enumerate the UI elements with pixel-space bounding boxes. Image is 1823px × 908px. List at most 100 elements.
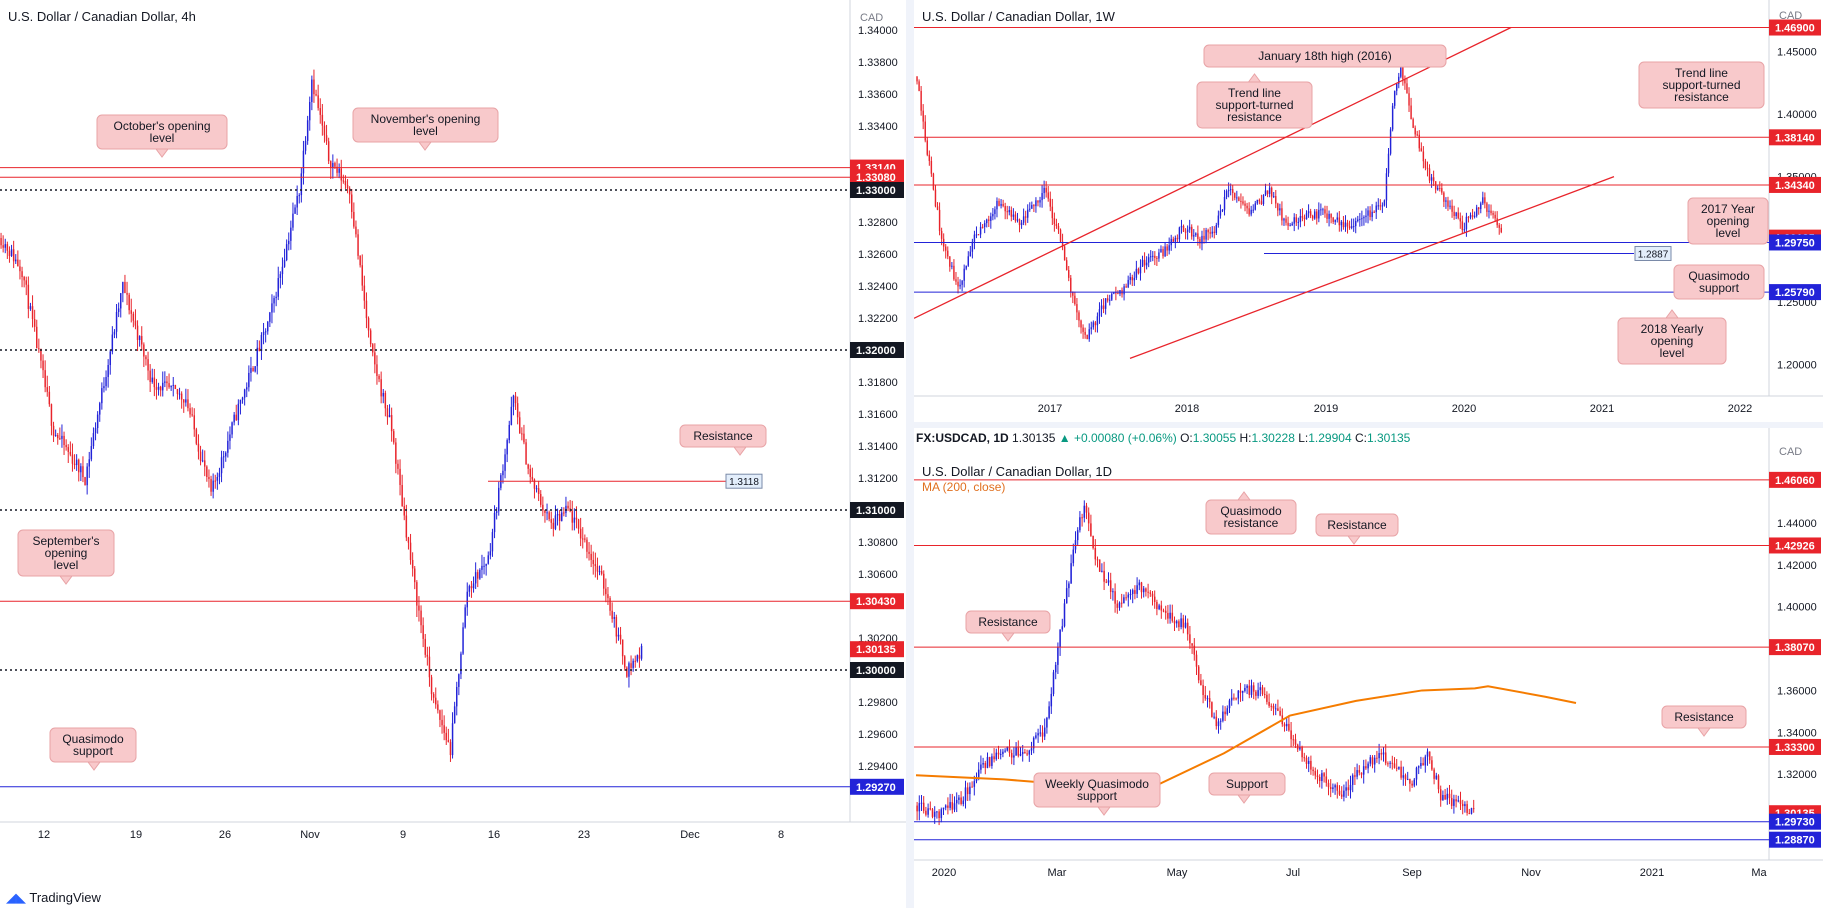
candle-body [1106,298,1109,301]
level-tag-box [725,473,763,489]
candle-body [1137,268,1140,274]
candle-body [1357,219,1359,222]
candle-body [1258,199,1261,202]
candle-body [193,415,195,430]
price-tick-label: 1.42000 [1777,560,1817,572]
annotation-text: Resistance [693,429,753,443]
chart-panel-1w[interactable]: CAD1.200001.250001.350001.400001.4500020… [914,0,1823,422]
candle-body [1301,747,1303,758]
candle-body [40,348,42,361]
candle-body [1314,771,1317,776]
candle-body [949,802,951,808]
ohlc-legend: FX:USDCAD, 1D 1.30135 ▲ +0.00080 (+0.06%… [916,431,1410,445]
candle-body [336,166,338,173]
candle-body [1057,647,1059,665]
price-tag-label: 1.28870 [1775,835,1815,847]
candle-body [1081,517,1083,519]
candle-body [164,381,166,383]
candle-body [1047,192,1049,199]
candle-body [1202,685,1204,696]
candle-body [485,563,487,566]
candle-body [1141,259,1144,267]
candle-body [208,476,210,480]
candle-body [1048,706,1050,718]
annotation-pointer [87,761,101,771]
candle-body [481,565,483,570]
candle-body [36,326,38,349]
candle-body [1488,210,1490,212]
candle-body [628,663,630,677]
candle-body [934,189,937,207]
candle-body [17,259,19,267]
candle-body [1152,255,1154,257]
candle-body [1029,208,1031,210]
price-tag-label: 1.32000 [856,345,896,357]
price-tag-box [1769,471,1821,488]
candle-body [1063,603,1066,627]
candle-body [1272,705,1275,709]
candle-body [1416,134,1418,136]
candle-body [1227,190,1230,192]
candle-body [1441,188,1443,193]
candle-body [1371,757,1374,765]
panel-divider[interactable] [906,0,914,908]
candle-body [1129,277,1131,280]
candle-body [1257,690,1259,696]
level-tag-box [1634,245,1672,261]
candle-body [1248,208,1250,215]
candle-body [315,94,317,96]
chart-panel-4h[interactable]: CAD 1.29400 1.29600 1.29800 1.30200 1.30600 1.… [0,0,906,882]
candle-body [1239,690,1242,693]
chart-panel-1d[interactable]: CAD 1.32000 1.34000 1.36000 1.40000 1.42000 1.… [914,428,1823,882]
brand-text: TradingView [29,890,101,905]
chart-4h-canvas[interactable]: CAD1.294001.296001.298001.302001.306001.… [0,0,906,882]
chart-1d-canvas[interactable]: CAD 1.32000 1.34000 1.36000 1.40000 1.42000 1.… [914,428,1823,882]
candle-body [506,440,508,455]
candle-body [44,370,46,388]
time-tick-label: 2020 [932,867,956,879]
candle-body [1498,225,1500,228]
candle-body [1061,241,1064,247]
price-tag-box [1769,234,1821,251]
candle-body [1382,752,1385,755]
candle-body [998,200,1000,206]
annotation-text: January 18th high (2016) [1258,49,1391,63]
price-tag-label: 1.46060 [1775,475,1815,487]
candle-body [951,265,953,267]
candle-body [445,732,447,741]
candle-body [548,512,550,520]
candle-body [1086,334,1088,340]
candle-body [1113,292,1115,294]
candle-body [1162,249,1164,257]
candle-body [1228,700,1231,709]
candle-body [279,274,282,279]
candle-body [1484,197,1486,204]
candle-body [1325,776,1328,783]
candle-body [1406,778,1409,780]
candle-body [84,477,86,486]
candle-body [1463,229,1466,231]
candle-body [1208,698,1211,703]
candle-body [1443,192,1445,202]
chart-1w-canvas[interactable]: CAD1.200001.250001.350001.400001.4500020… [914,0,1823,422]
candle-body [470,586,473,589]
tradingview-icon: ◢◣ [6,890,30,905]
candle-body [361,265,363,286]
candle-body [1219,720,1222,722]
price-tag-label: 1.33080 [856,172,896,184]
panel-divider-h[interactable] [914,422,1823,428]
candle-body [535,488,538,490]
candle-body [176,388,179,394]
time-tick-label: Ma [1751,867,1767,879]
candle-body [1201,235,1203,244]
ohlc-open: 1.30055 [1192,431,1237,445]
candle-body [1160,605,1163,611]
candle-body [111,334,114,352]
candle-body [1082,327,1084,332]
candle-body [363,285,366,301]
candle-body [1013,755,1015,758]
candle-body [1375,205,1377,213]
candle-body [516,403,519,418]
tradingview-logo[interactable]: ◢◣ TradingView [6,890,101,906]
candle-body [988,757,991,766]
